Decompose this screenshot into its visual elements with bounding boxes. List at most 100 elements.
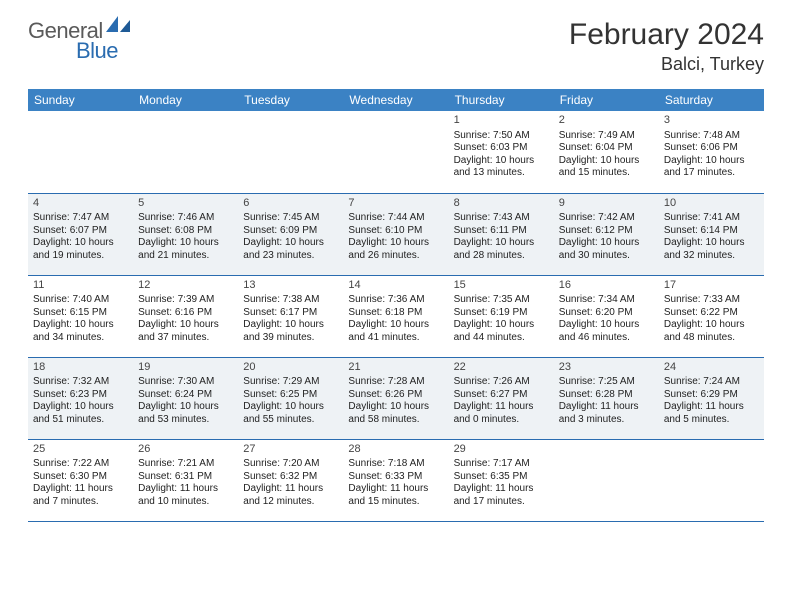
- brand-logo: General Blue: [28, 18, 138, 62]
- day-number: 26: [138, 443, 233, 457]
- day-detail-line: Daylight: 11 hours: [138, 483, 233, 496]
- day-detail-line: Sunset: 6:14 PM: [664, 225, 759, 238]
- day-detail-line: Sunrise: 7:20 AM: [243, 458, 338, 471]
- day-detail-line: Daylight: 11 hours: [33, 483, 128, 496]
- day-detail-line: and 13 minutes.: [454, 167, 549, 180]
- calendar-page: General Blue February 2024 Balci, Turkey…: [0, 0, 792, 540]
- day-number: 10: [664, 197, 759, 211]
- calendar-day-cell: [28, 111, 133, 193]
- day-number: 15: [454, 279, 549, 293]
- day-detail-line: Sunrise: 7:43 AM: [454, 212, 549, 225]
- day-detail-line: Daylight: 10 hours: [664, 319, 759, 332]
- day-detail-line: and 34 minutes.: [33, 332, 128, 345]
- calendar-day-cell: 21Sunrise: 7:28 AMSunset: 6:26 PMDayligh…: [343, 357, 448, 439]
- day-number: 25: [33, 443, 128, 457]
- day-detail-line: and 32 minutes.: [664, 250, 759, 263]
- day-detail-line: and 58 minutes.: [348, 414, 443, 427]
- day-detail-line: and 48 minutes.: [664, 332, 759, 345]
- day-detail-line: Sunset: 6:24 PM: [138, 389, 233, 402]
- day-detail-line: Sunrise: 7:48 AM: [664, 130, 759, 143]
- day-detail-line: Sunset: 6:08 PM: [138, 225, 233, 238]
- day-detail-line: Sunset: 6:19 PM: [454, 307, 549, 320]
- brand-part2: Blue: [76, 38, 118, 64]
- day-detail-line: Sunset: 6:23 PM: [33, 389, 128, 402]
- day-number: 16: [559, 279, 654, 293]
- day-detail-line: Sunset: 6:04 PM: [559, 142, 654, 155]
- calendar-day-cell: 8Sunrise: 7:43 AMSunset: 6:11 PMDaylight…: [449, 193, 554, 275]
- day-header-wed: Wednesday: [343, 89, 448, 111]
- day-number: 20: [243, 361, 338, 375]
- day-detail-line: Sunrise: 7:35 AM: [454, 294, 549, 307]
- day-detail-line: Sunrise: 7:45 AM: [243, 212, 338, 225]
- day-detail-line: Sunrise: 7:25 AM: [559, 376, 654, 389]
- day-number: 5: [138, 197, 233, 211]
- calendar-day-cell: [133, 111, 238, 193]
- day-detail-line: and 53 minutes.: [138, 414, 233, 427]
- day-number: 14: [348, 279, 443, 293]
- day-number: 2: [559, 114, 654, 128]
- day-number: 19: [138, 361, 233, 375]
- calendar-week-row: 4Sunrise: 7:47 AMSunset: 6:07 PMDaylight…: [28, 193, 764, 275]
- day-detail-line: Daylight: 10 hours: [243, 401, 338, 414]
- day-detail-line: and 41 minutes.: [348, 332, 443, 345]
- day-detail-line: and 44 minutes.: [454, 332, 549, 345]
- day-detail-line: Sunset: 6:22 PM: [664, 307, 759, 320]
- calendar-day-cell: [343, 111, 448, 193]
- day-detail-line: and 17 minutes.: [664, 167, 759, 180]
- day-header-sun: Sunday: [28, 89, 133, 111]
- calendar-day-cell: 11Sunrise: 7:40 AMSunset: 6:15 PMDayligh…: [28, 275, 133, 357]
- day-detail-line: Daylight: 10 hours: [138, 237, 233, 250]
- day-detail-line: and 7 minutes.: [33, 496, 128, 509]
- calendar-day-cell: 6Sunrise: 7:45 AMSunset: 6:09 PMDaylight…: [238, 193, 343, 275]
- day-detail-line: Daylight: 10 hours: [243, 237, 338, 250]
- day-detail-line: Sunset: 6:12 PM: [559, 225, 654, 238]
- calendar-table: Sunday Monday Tuesday Wednesday Thursday…: [28, 89, 764, 522]
- day-detail-line: Daylight: 10 hours: [454, 237, 549, 250]
- day-detail-line: Sunrise: 7:38 AM: [243, 294, 338, 307]
- day-detail-line: and 12 minutes.: [243, 496, 338, 509]
- day-detail-line: Sunrise: 7:26 AM: [454, 376, 549, 389]
- day-detail-line: Sunrise: 7:49 AM: [559, 130, 654, 143]
- day-detail-line: Sunrise: 7:47 AM: [33, 212, 128, 225]
- day-header-thu: Thursday: [449, 89, 554, 111]
- calendar-day-cell: 13Sunrise: 7:38 AMSunset: 6:17 PMDayligh…: [238, 275, 343, 357]
- day-detail-line: Daylight: 10 hours: [559, 237, 654, 250]
- day-number: 22: [454, 361, 549, 375]
- day-number: 3: [664, 114, 759, 128]
- calendar-day-cell: 16Sunrise: 7:34 AMSunset: 6:20 PMDayligh…: [554, 275, 659, 357]
- day-detail-line: Sunset: 6:16 PM: [138, 307, 233, 320]
- day-detail-line: Sunrise: 7:21 AM: [138, 458, 233, 471]
- day-detail-line: Daylight: 10 hours: [348, 319, 443, 332]
- day-detail-line: Sunrise: 7:36 AM: [348, 294, 443, 307]
- brand-sail-icon: [104, 14, 132, 34]
- day-detail-line: Sunset: 6:25 PM: [243, 389, 338, 402]
- title-block: February 2024 Balci, Turkey: [569, 18, 764, 75]
- day-detail-line: Sunset: 6:35 PM: [454, 471, 549, 484]
- day-number: 21: [348, 361, 443, 375]
- day-detail-line: Daylight: 11 hours: [348, 483, 443, 496]
- day-number: 23: [559, 361, 654, 375]
- day-detail-line: Sunrise: 7:18 AM: [348, 458, 443, 471]
- day-detail-line: and 30 minutes.: [559, 250, 654, 263]
- day-detail-line: Daylight: 10 hours: [33, 319, 128, 332]
- calendar-day-cell: 23Sunrise: 7:25 AMSunset: 6:28 PMDayligh…: [554, 357, 659, 439]
- day-detail-line: Daylight: 11 hours: [664, 401, 759, 414]
- day-number: 11: [33, 279, 128, 293]
- day-detail-line: and 37 minutes.: [138, 332, 233, 345]
- day-number: 13: [243, 279, 338, 293]
- day-detail-line: Sunset: 6:20 PM: [559, 307, 654, 320]
- day-detail-line: Sunrise: 7:24 AM: [664, 376, 759, 389]
- day-detail-line: and 51 minutes.: [33, 414, 128, 427]
- day-detail-line: Sunrise: 7:32 AM: [33, 376, 128, 389]
- calendar-day-cell: [554, 439, 659, 521]
- day-detail-line: Sunset: 6:11 PM: [454, 225, 549, 238]
- calendar-day-cell: 22Sunrise: 7:26 AMSunset: 6:27 PMDayligh…: [449, 357, 554, 439]
- day-detail-line: and 28 minutes.: [454, 250, 549, 263]
- day-detail-line: Sunrise: 7:50 AM: [454, 130, 549, 143]
- day-detail-line: Sunset: 6:30 PM: [33, 471, 128, 484]
- day-detail-line: and 3 minutes.: [559, 414, 654, 427]
- day-number: 7: [348, 197, 443, 211]
- day-number: 6: [243, 197, 338, 211]
- calendar-day-cell: 9Sunrise: 7:42 AMSunset: 6:12 PMDaylight…: [554, 193, 659, 275]
- calendar-day-cell: [659, 439, 764, 521]
